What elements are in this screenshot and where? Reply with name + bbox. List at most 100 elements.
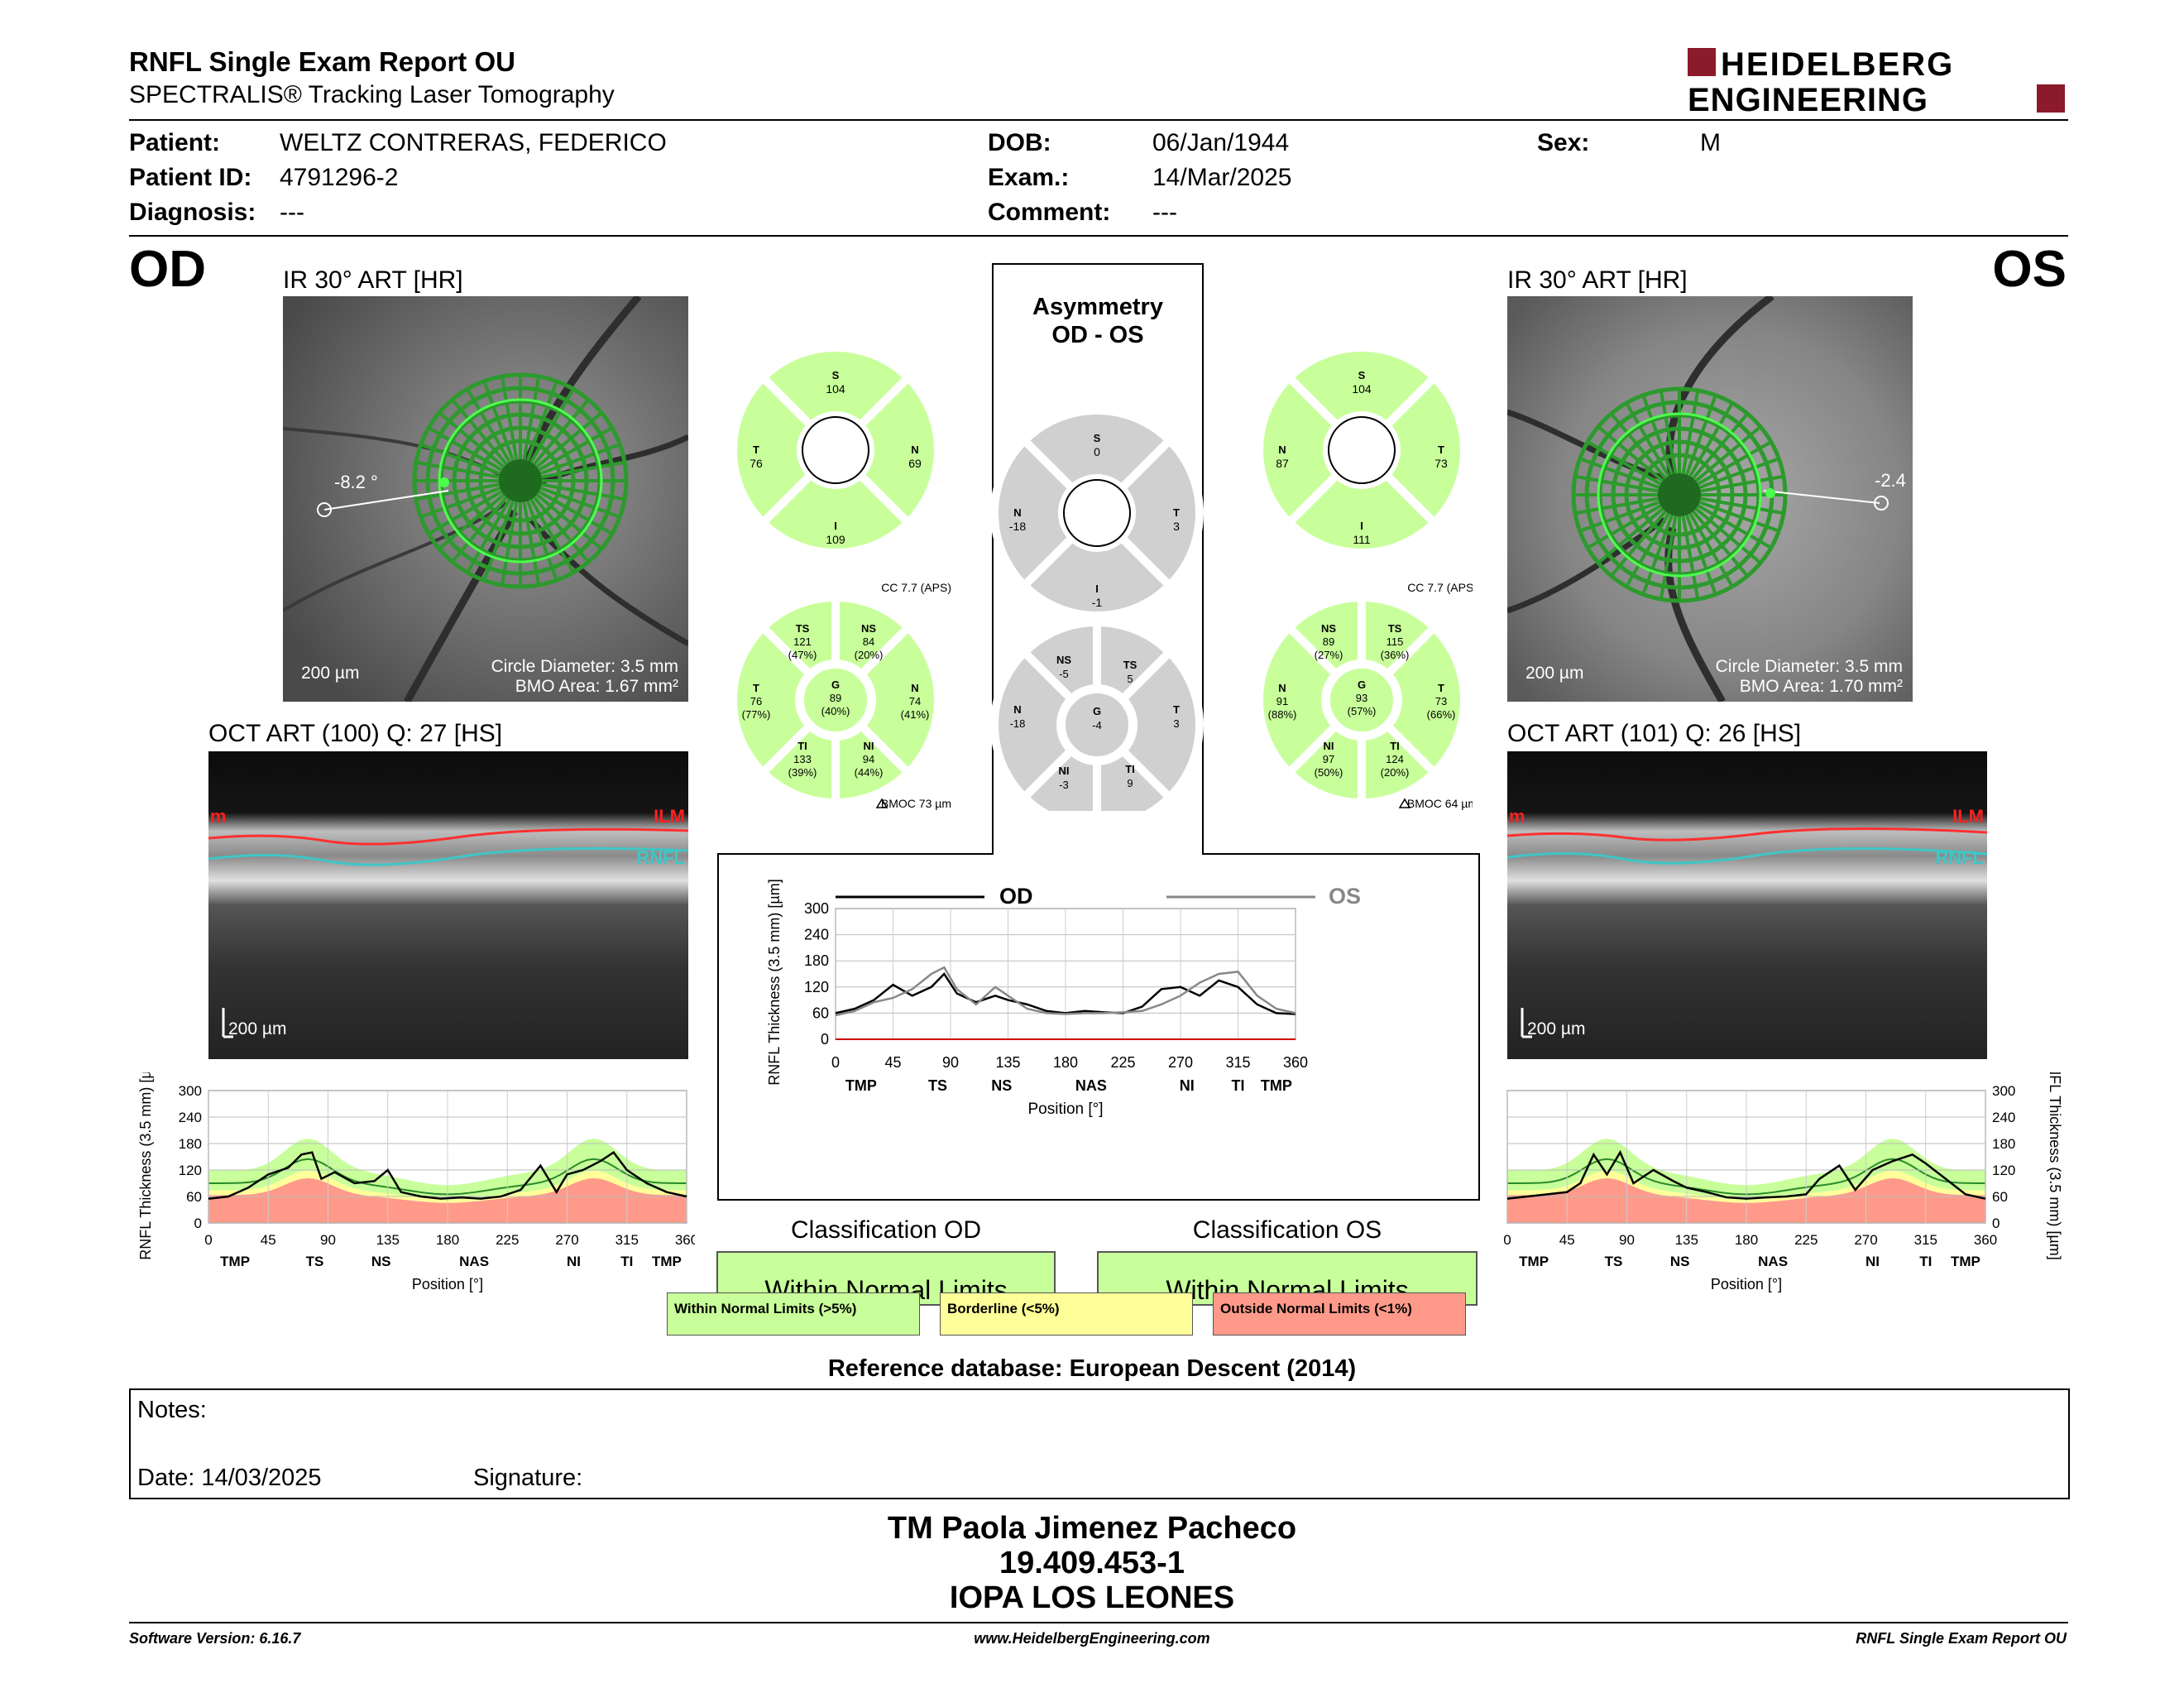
dob-label: DOB: (988, 129, 1051, 156)
signer-org: IOPA LOS LEONES (949, 1580, 1235, 1615)
sector-label-T: T (1173, 506, 1180, 519)
os-thickness-chart: 0 60 120 180 240 300 0 45 90 135 180 225 270 315 360 TM… (1503, 1053, 2067, 1312)
sector-value-S: 0 (1094, 445, 1100, 458)
legend-od: OD (999, 884, 1033, 909)
sector-pct-TS: (47%) (788, 649, 817, 661)
sector-label-N: N (1278, 444, 1286, 456)
y-tick: 240 (804, 927, 829, 943)
od-thickness-chart: 0 60 120 180 240 300 0 45 90 135 180 225 270 315 360 TM… (132, 1053, 698, 1312)
x-tick: 225 (1110, 1054, 1135, 1071)
sector-wedge (1283, 348, 1440, 432)
classification-os-title: Classification OS (1192, 1216, 1382, 1244)
sector-value-T: 3 (1173, 520, 1180, 533)
region-label: TI (1919, 1254, 1932, 1269)
x-tick: 270 (1168, 1054, 1193, 1071)
y-tick: 0 (1992, 1216, 2000, 1231)
sector-label-T: T (1438, 682, 1444, 694)
sector-label-I: I (1095, 583, 1099, 595)
legend-borderline: Borderline (<5%) (940, 1292, 1193, 1336)
od-circle-diameter: Circle Diameter: 3.5 mm (491, 657, 678, 676)
sector-value-TI: 124 (1386, 753, 1404, 765)
sector-label-TI: TI (1390, 740, 1400, 752)
x-tick: 45 (261, 1232, 276, 1248)
sector-label-T: T (1438, 444, 1444, 456)
x-tick: 45 (884, 1054, 901, 1071)
sex-label: Sex: (1537, 129, 1590, 156)
x-tick: 135 (376, 1232, 400, 1248)
os-angle-readout: -2.4 (1875, 470, 1906, 491)
sector-wedge (1380, 372, 1468, 529)
x-tick: 90 (320, 1232, 336, 1248)
report-title: RNFL Single Exam Report OU (129, 46, 515, 77)
region-label: TMP (1519, 1254, 1549, 1269)
sector-label-T: T (1173, 703, 1180, 716)
sector-value-I: -1 (1092, 596, 1103, 609)
od-ilm-left: m (210, 806, 227, 827)
series-line-OS (1506, 1149, 1986, 1200)
os-oct-title: OCT ART (101) Q: 26 [HS] (1507, 720, 1802, 747)
series-line-OD (835, 972, 1296, 1015)
website[interactable]: www.HeidelbergEngineering.com (974, 1630, 1210, 1647)
od-ir-title: IR 30° ART [HR] (283, 266, 463, 294)
region-label: TS (928, 1077, 947, 1094)
classification-od-title: Classification OD (790, 1216, 982, 1244)
region-label: TS (306, 1254, 324, 1269)
region-label: TMP (845, 1077, 877, 1094)
footer-report-name: RNFL Single Exam Report OU (1856, 1630, 2067, 1647)
region-label: NS (991, 1077, 1012, 1094)
x-tick: 0 (831, 1054, 840, 1071)
y-tick: 0 (821, 1031, 829, 1048)
os-circle-info: Circle Diameter: 3.5 mm BMO Area: 1.70 m… (1716, 657, 1903, 697)
sector-label-TS: TS (1388, 622, 1402, 635)
sector-label-TS: TS (1123, 659, 1138, 671)
sector-pct-NI: (50%) (1315, 766, 1343, 779)
region-label: NI (1180, 1077, 1195, 1094)
reference-database: Reference database: European Descent (20… (827, 1355, 1357, 1382)
sector-value-N: -18 (1010, 717, 1026, 730)
sector-diagrams: S104I109T76N69S0I-1N-18T3S104I111N87T73T… (729, 348, 1473, 811)
sector-wedge (1018, 531, 1176, 620)
sector-value-N: 91 (1276, 695, 1288, 707)
x-tick: 225 (1794, 1232, 1818, 1248)
asymmetry-quadrant-circle: S0 I-1 N-18 T3 (990, 406, 1204, 620)
y-tick: 180 (179, 1136, 202, 1152)
sector-wedge (990, 434, 1079, 592)
od-cc-value: CC 7.7 (APS) (881, 581, 951, 594)
od-ilm-label: ILM (654, 806, 685, 827)
sector-label-N: N (911, 444, 918, 456)
os-oct-bscan[interactable]: 200 µm m ILM RNFL (1507, 751, 1987, 1059)
sector-label-G: G (1358, 679, 1366, 691)
x-tick: 180 (1053, 1054, 1078, 1071)
sector-value-NI: 94 (863, 753, 874, 765)
sector-value-T: 73 (1435, 695, 1447, 707)
os-cc-value: CC 7.7 (APS) (1407, 581, 1473, 594)
sector-value-TS: 115 (1387, 635, 1404, 648)
sector-value-T: 3 (1173, 717, 1179, 730)
od-oct-bscan[interactable]: 200 µm m ILM RNFL (208, 751, 688, 1059)
od-bmo-area: BMO Area: 1.67 mm² (515, 677, 678, 696)
y-tick: 0 (194, 1216, 202, 1231)
notes-box[interactable]: Notes: Date: 14/03/2025 Signature: (129, 1388, 2070, 1499)
asymmetry-frame (717, 263, 1480, 1201)
sector-label-N: N (1278, 682, 1286, 694)
y-tick: 240 (1992, 1110, 2015, 1125)
sector-wedge (1018, 406, 1176, 495)
sector-label-I: I (834, 520, 837, 532)
x-tick: 315 (1914, 1232, 1937, 1248)
os-ir-scale: 200 µm (1525, 664, 1584, 683)
sector-value-NI: 97 (1323, 753, 1334, 765)
region-label: NAS (459, 1254, 489, 1269)
diagnosis-value: --- (280, 199, 304, 226)
od-fundus-image[interactable]: -8.2 ° 200 µm Circle Diameter: 3.5 mm BM… (283, 296, 688, 702)
sector-wedge (729, 372, 817, 529)
notes-label: Notes: (137, 1397, 207, 1423)
region-label: TI (1232, 1077, 1245, 1094)
sector-pct-NS: (27%) (1315, 649, 1343, 661)
comment-value: --- (1152, 199, 1177, 226)
od-ir-scale: 200 µm (301, 664, 360, 683)
region-label: TI (620, 1254, 633, 1269)
os-fundus-image[interactable]: -2.4 200 µm Circle Diameter: 3.5 mm BMO … (1507, 296, 1913, 702)
sector-value-I: 109 (826, 533, 845, 546)
sector-value-S: 104 (826, 382, 845, 396)
